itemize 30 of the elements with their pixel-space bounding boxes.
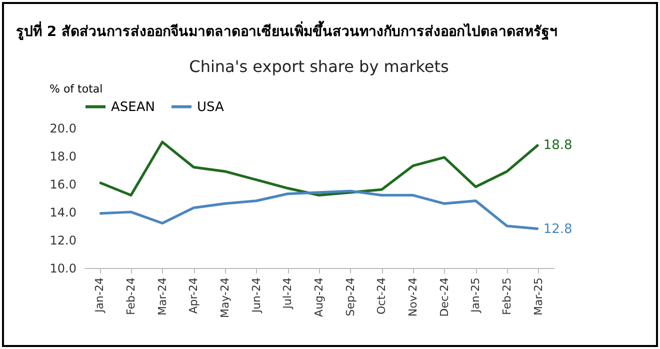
text: รูปที่ 2 สัดส่วนการส่งออกจีนมาตลาดอาเซียนเพิ่มขึ้นสวนทางกับการส่งออกไปตลาดสหรัฐฯ (16, 20, 558, 42)
y-tick-label: 14.0 (50, 206, 76, 220)
line-series (98, 140, 540, 196)
legend-label: USA (197, 100, 224, 115)
x-tick-label: Jan-25 (469, 278, 482, 314)
y-tick-label: 16.0 (50, 178, 76, 192)
x-tick-label: Mar-25 (532, 278, 545, 316)
x-tick-label: Dec-24 (438, 278, 451, 317)
x-tick-label: Jul-24 (281, 278, 294, 310)
x-tick-label: Nov-24 (406, 278, 420, 317)
x-tick-label: Jun-24 (250, 278, 263, 314)
legend-label: ASEAN (111, 100, 155, 115)
x-tick-label: Mar-24 (156, 278, 169, 316)
x-tick-label: Apr-24 (187, 278, 200, 314)
data-label: 12.8 (543, 222, 572, 237)
line-series (98, 190, 540, 230)
x-tick-label: May-24 (218, 278, 232, 318)
y-tick-label: 10.0 (50, 262, 76, 276)
y-tick-label: 18.0 (50, 150, 76, 164)
x-tick-label: Aug-24 (312, 278, 326, 317)
y-axis-title: % of total (50, 82, 103, 96)
chart-title: China's export share by markets (189, 57, 449, 76)
data-label: 18.8 (543, 138, 572, 153)
x-tick-label: Feb-24 (124, 278, 138, 315)
y-tick-label: 12.0 (50, 234, 76, 248)
x-tick-label: Oct-24 (375, 278, 388, 314)
x-tick-label: Feb-25 (500, 278, 514, 315)
x-tick-label: Jan-24 (93, 278, 106, 314)
x-tick-label: Sep-24 (344, 278, 357, 316)
y-tick-label: 20.0 (50, 122, 76, 136)
